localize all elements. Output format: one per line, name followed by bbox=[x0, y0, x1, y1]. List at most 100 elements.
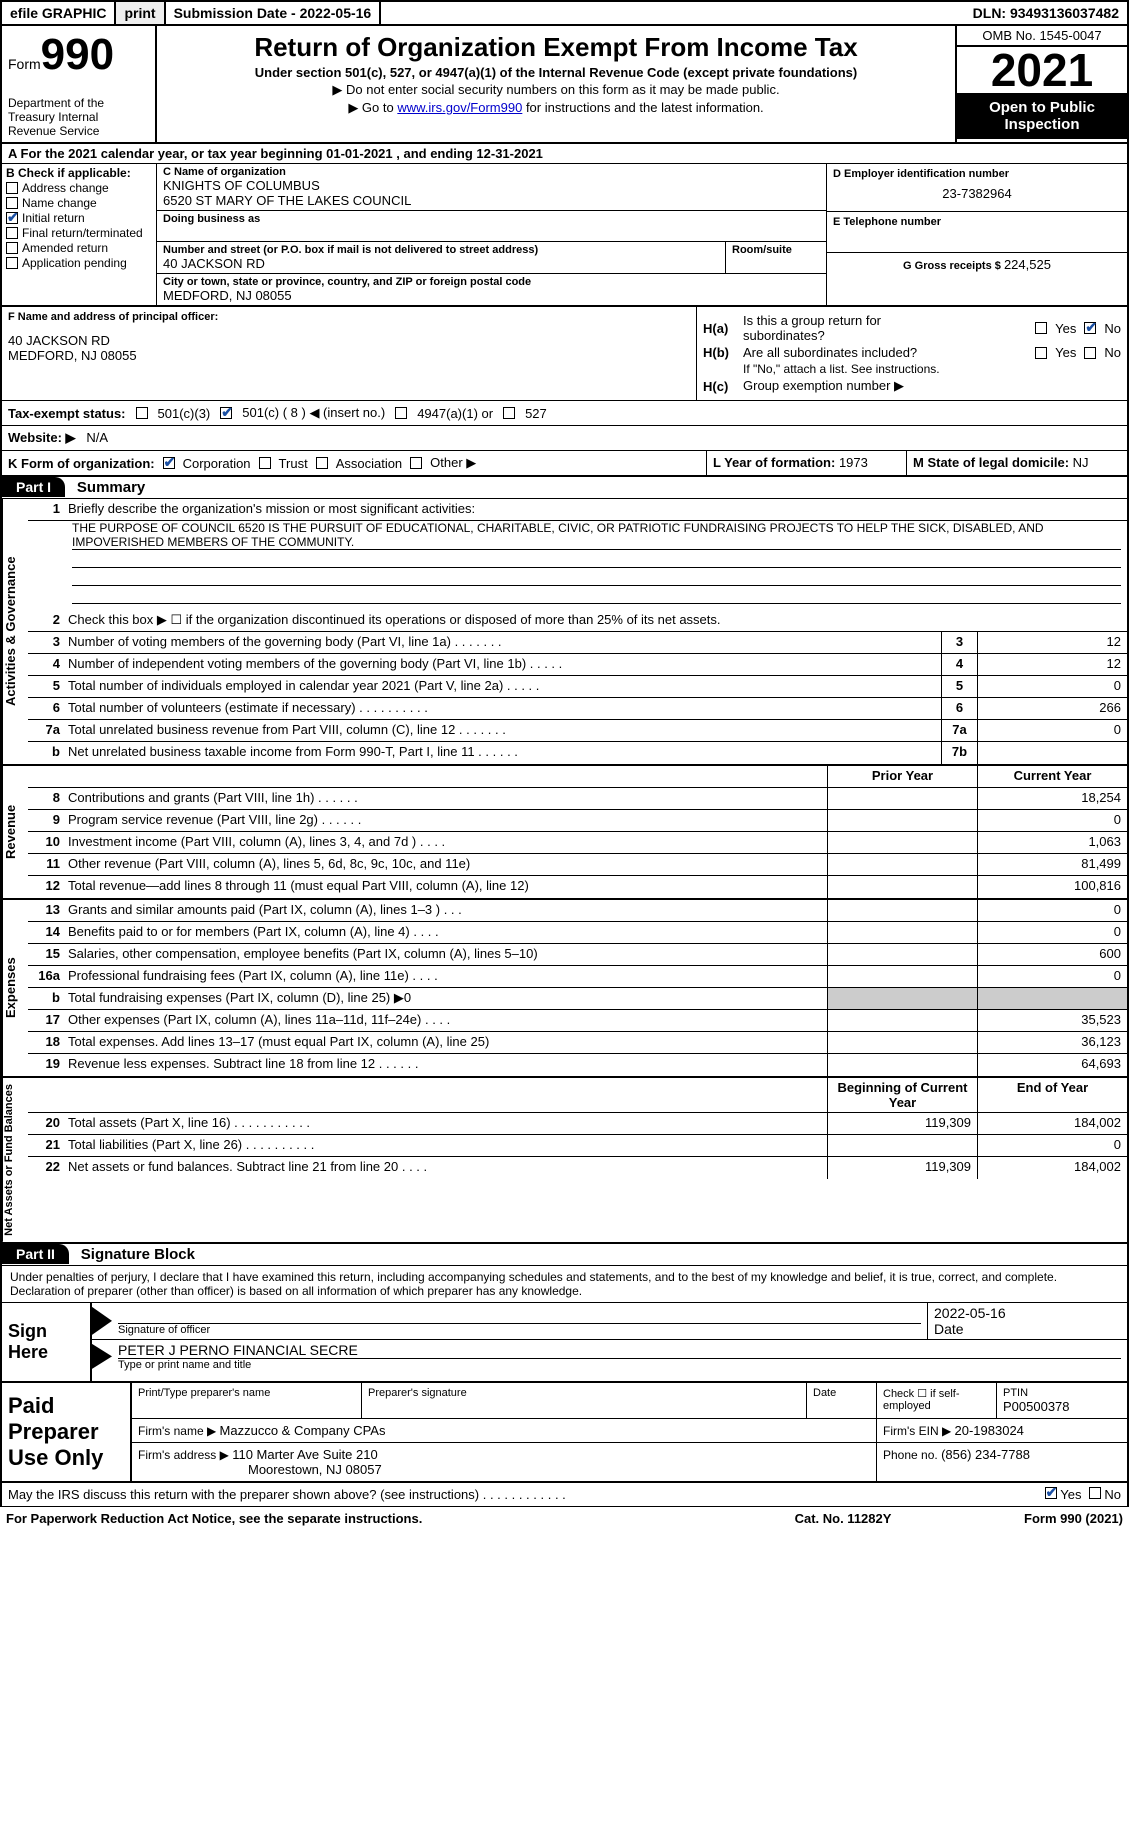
corp-checkbox[interactable] bbox=[163, 457, 175, 469]
expense-row: 16aProfessional fundraising fees (Part I… bbox=[28, 966, 1127, 988]
dept-label: Department of the Treasury Internal Reve… bbox=[8, 96, 149, 138]
sign-here-label: Sign Here bbox=[2, 1303, 92, 1381]
discuss-no-checkbox[interactable] bbox=[1089, 1487, 1101, 1499]
checkbox-line: Final return/terminated bbox=[6, 226, 152, 240]
expense-row: 19Revenue less expenses. Subtract line 1… bbox=[28, 1054, 1127, 1076]
form-title: Return of Organization Exempt From Incom… bbox=[165, 32, 947, 63]
column-c: C Name of organization KNIGHTS OF COLUMB… bbox=[157, 164, 827, 305]
street-address: 40 JACKSON RD bbox=[163, 256, 719, 271]
sig-date-label: Date bbox=[934, 1321, 1121, 1337]
sig-officer-label: Signature of officer bbox=[118, 1323, 921, 1336]
part2-bar: Part II Signature Block bbox=[0, 1244, 1129, 1266]
block-fh: F Name and address of principal officer:… bbox=[0, 307, 1129, 401]
topbar: efile GRAPHIC print Submission Date - 20… bbox=[0, 0, 1129, 26]
revenue-row: 12Total revenue—add lines 8 through 11 (… bbox=[28, 876, 1127, 898]
footer-bar: For Paperwork Reduction Act Notice, see … bbox=[0, 1507, 1129, 1530]
checkbox[interactable] bbox=[6, 227, 18, 239]
expense-row: 17Other expenses (Part IX, column (A), l… bbox=[28, 1010, 1127, 1032]
firm-ein: 20-1983024 bbox=[955, 1423, 1024, 1438]
summary-row: 4Number of independent voting members of… bbox=[28, 654, 1127, 676]
expense-row: 15Salaries, other compensation, employee… bbox=[28, 944, 1127, 966]
year-formation: 1973 bbox=[839, 455, 868, 470]
checkbox[interactable] bbox=[6, 242, 18, 254]
activities-section: Activities & Governance 1Briefly describ… bbox=[0, 499, 1129, 766]
officer-name-value: PETER J PERNO FINANCIAL SECRE bbox=[118, 1342, 1121, 1358]
hc-label: H(c) bbox=[703, 379, 743, 394]
checkbox[interactable] bbox=[6, 212, 18, 224]
part1-label: Part I bbox=[2, 477, 65, 497]
website-value: N/A bbox=[86, 430, 108, 445]
website-label: Website: ▶ bbox=[8, 430, 76, 445]
dln: DLN: 93493136037482 bbox=[965, 2, 1127, 24]
cat-number: Cat. No. 11282Y bbox=[743, 1511, 943, 1526]
discuss-yes-checkbox[interactable] bbox=[1045, 1487, 1057, 1499]
checkbox-line: Initial return bbox=[6, 211, 152, 225]
ein-label: D Employer identification number bbox=[833, 168, 1121, 180]
col-b-header: B Check if applicable: bbox=[6, 166, 152, 180]
checkbox-line: Amended return bbox=[6, 241, 152, 255]
ha-yes-checkbox[interactable] bbox=[1035, 322, 1047, 334]
pra-notice: For Paperwork Reduction Act Notice, see … bbox=[6, 1511, 743, 1526]
mission-block: THE PURPOSE OF COUNCIL 6520 IS THE PURSU… bbox=[28, 521, 1127, 610]
501c3-checkbox[interactable] bbox=[136, 407, 148, 419]
note-link: ▶ Go to www.irs.gov/Form990 for instruct… bbox=[165, 100, 947, 116]
part2-title: Signature Block bbox=[73, 1244, 203, 1265]
mission-text: THE PURPOSE OF COUNCIL 6520 IS THE PURSU… bbox=[72, 521, 1121, 550]
expense-row: 18Total expenses. Add lines 13–17 (must … bbox=[28, 1032, 1127, 1054]
end-year-header: End of Year bbox=[977, 1078, 1127, 1112]
checkbox[interactable] bbox=[6, 182, 18, 194]
beg-year-header: Beginning of Current Year bbox=[827, 1078, 977, 1112]
city-label: City or town, state or province, country… bbox=[163, 276, 820, 288]
checkbox-line: Name change bbox=[6, 196, 152, 210]
tax-year: 2021 bbox=[957, 47, 1127, 93]
expense-row: 14Benefits paid to or for members (Part … bbox=[28, 922, 1127, 944]
header-right: OMB No. 1545-0047 2021 Open to Public In… bbox=[957, 26, 1127, 142]
efile-label: efile GRAPHIC bbox=[2, 2, 116, 24]
501c-checkbox[interactable] bbox=[220, 407, 232, 419]
gross-label: G Gross receipts $ bbox=[903, 260, 1004, 272]
netassets-section: Net Assets or Fund Balances Beginning of… bbox=[0, 1078, 1129, 1244]
checkbox-line: Application pending bbox=[6, 256, 152, 270]
print-button[interactable]: print bbox=[116, 2, 165, 24]
q2-text: Check this box ▶ ☐ if the organization d… bbox=[64, 610, 1127, 631]
ha-label: H(a) bbox=[703, 321, 743, 336]
revenue-row: 11Other revenue (Part VIII, column (A), … bbox=[28, 854, 1127, 876]
revenue-section: Revenue Prior Year Current Year 8Contrib… bbox=[0, 766, 1129, 900]
discuss-row: May the IRS discuss this return with the… bbox=[0, 1483, 1129, 1507]
officer-name-label: Type or print name and title bbox=[118, 1358, 1121, 1371]
netasset-row: 21Total liabilities (Part X, line 26) . … bbox=[28, 1135, 1127, 1157]
city-state-zip: MEDFORD, NJ 08055 bbox=[163, 288, 820, 303]
assoc-checkbox[interactable] bbox=[316, 457, 328, 469]
column-b: B Check if applicable: Address changeNam… bbox=[2, 164, 157, 305]
side-revenue: Revenue bbox=[2, 766, 28, 898]
checkbox[interactable] bbox=[6, 197, 18, 209]
form-subtitle: Under section 501(c), 527, or 4947(a)(1)… bbox=[165, 65, 947, 80]
expenses-section: Expenses 13Grants and similar amounts pa… bbox=[0, 900, 1129, 1078]
summary-row: 3Number of voting members of the governi… bbox=[28, 632, 1127, 654]
addr-label: Number and street (or P.O. box if mail i… bbox=[163, 244, 719, 256]
form-header: Form990 Department of the Treasury Inter… bbox=[0, 26, 1129, 144]
ha-no-checkbox[interactable] bbox=[1084, 322, 1096, 334]
hb-no-checkbox[interactable] bbox=[1084, 347, 1096, 359]
trust-checkbox[interactable] bbox=[259, 457, 271, 469]
other-checkbox[interactable] bbox=[410, 457, 422, 469]
dba-label: Doing business as bbox=[163, 213, 820, 225]
expense-row: bTotal fundraising expenses (Part IX, co… bbox=[28, 988, 1127, 1010]
column-f: F Name and address of principal officer:… bbox=[2, 307, 697, 400]
block-i: Tax-exempt status: 501(c)(3) 501(c) ( 8 … bbox=[0, 401, 1129, 426]
part2-label: Part II bbox=[2, 1244, 69, 1264]
phone-label: E Telephone number bbox=[833, 216, 1121, 228]
org-name-1: KNIGHTS OF COLUMBUS bbox=[163, 178, 820, 193]
527-checkbox[interactable] bbox=[503, 407, 515, 419]
hb-yes-checkbox[interactable] bbox=[1035, 347, 1047, 359]
checkbox[interactable] bbox=[6, 257, 18, 269]
expense-row: 13Grants and similar amounts paid (Part … bbox=[28, 900, 1127, 922]
gross-value: 224,525 bbox=[1004, 257, 1051, 272]
revenue-row: 10Investment income (Part VIII, column (… bbox=[28, 832, 1127, 854]
open-inspection: Open to Public Inspection bbox=[957, 93, 1127, 139]
side-netassets: Net Assets or Fund Balances bbox=[2, 1078, 28, 1242]
irs-link[interactable]: www.irs.gov/Form990 bbox=[397, 100, 522, 115]
4947-checkbox[interactable] bbox=[395, 407, 407, 419]
ptin-value: P00500378 bbox=[1003, 1399, 1121, 1414]
sign-here-block: Sign Here Signature of officer 2022-05-1… bbox=[0, 1303, 1129, 1383]
